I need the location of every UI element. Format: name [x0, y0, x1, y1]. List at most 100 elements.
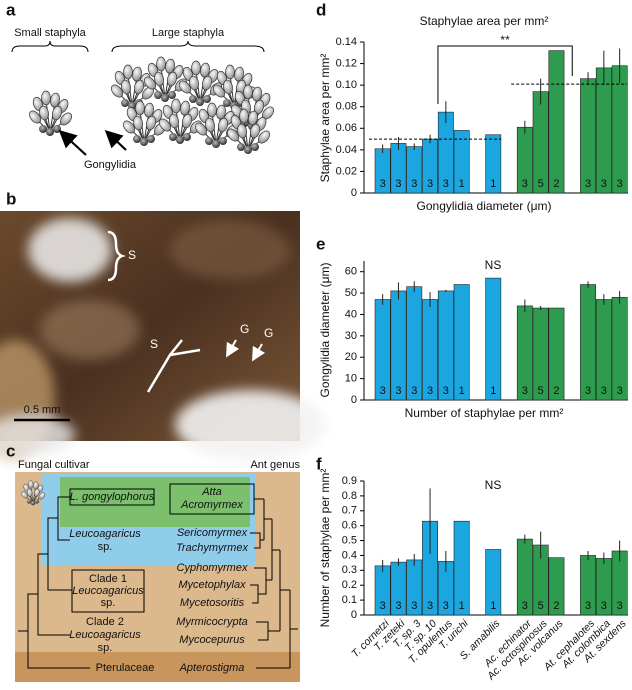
sample-size: 1 [459, 178, 465, 190]
bar [548, 50, 565, 194]
sample-size: 5 [538, 600, 544, 612]
bar [485, 277, 502, 401]
bar [548, 307, 565, 401]
ant-genus: Mycocepurus [179, 634, 245, 646]
bracket [146, 339, 201, 393]
y-tick-label: 0 [351, 187, 357, 199]
y-tick-label: 0.1 [342, 594, 357, 606]
y-axis-label: Gongylidia diameter (μm) [318, 263, 332, 398]
panel-letter: c [6, 441, 15, 460]
tree [250, 498, 298, 669]
bar [548, 557, 565, 616]
ant-genus: Atta [201, 486, 222, 498]
ant-genus: Cyphomyrmex [177, 562, 248, 574]
panel-letter: d [316, 0, 326, 19]
arrow [252, 343, 266, 362]
sample-size: 1 [490, 600, 496, 612]
significance-bracket [437, 45, 573, 104]
staphyla [176, 60, 225, 107]
header: Ant genus [250, 459, 300, 471]
cultivar: sp. [98, 642, 113, 654]
sample-size: 3 [411, 600, 417, 612]
annotation: NS [485, 478, 502, 492]
y-tick-label: 0.02 [336, 165, 357, 177]
header: Fungal cultivar [18, 459, 90, 471]
y-tick-label: 0.7 [342, 505, 357, 517]
photo-label: G [240, 322, 249, 336]
sample-size: 3 [617, 178, 623, 190]
y-tick-label: 30 [345, 330, 357, 342]
sample-size: 2 [553, 600, 559, 612]
photo-label: S [128, 248, 136, 262]
sample-size: 3 [380, 600, 386, 612]
sample-size: 2 [553, 385, 559, 397]
photo-label: S [150, 337, 158, 351]
y-tick-label: 20 [345, 351, 357, 363]
clade-highlight [60, 477, 250, 527]
cultivar: sp. [101, 597, 116, 609]
sample-size: 3 [443, 178, 449, 190]
label: Small staphyla [14, 27, 86, 39]
sample-size: 3 [585, 385, 591, 397]
cultivar: sp. [98, 541, 113, 553]
y-tick-label: 0.14 [336, 36, 357, 48]
y-tick-label: 0.2 [342, 579, 357, 591]
sample-size: 1 [459, 600, 465, 612]
ant-genus: Acromyrmex [180, 499, 243, 511]
bar [453, 520, 470, 616]
sample-size: 3 [427, 385, 433, 397]
cultivar: Clade 1 [89, 573, 127, 585]
y-tick-label: 0.9 [342, 475, 357, 487]
bar [406, 286, 423, 401]
ant-genus: Myrmicocrypta [176, 616, 248, 628]
sample-size: 3 [395, 178, 401, 190]
y-tick-label: 60 [345, 266, 357, 278]
sample-size: 3 [395, 600, 401, 612]
y-tick-label: 0.08 [336, 101, 357, 113]
sample-size: 1 [490, 178, 496, 190]
label: Gongylidia [84, 159, 137, 171]
background [15, 652, 300, 682]
staphyla [156, 98, 205, 145]
y-tick-label: 0.4 [342, 549, 357, 561]
panel-b: b S S G G 0.5 mm [0, 189, 325, 460]
sample-size: 3 [617, 385, 623, 397]
annotation: NS [485, 258, 502, 272]
y-tick-label: 0.10 [336, 79, 357, 91]
cultivar: Pterulaceae [96, 662, 155, 674]
box [71, 569, 145, 613]
cultivar: Leucoagaricus [72, 585, 144, 597]
sample-size: 3 [585, 178, 591, 190]
panel-a: a Small staphyla Large staphyla Gongylid… [6, 0, 277, 171]
brace [11, 40, 89, 53]
bar [580, 78, 597, 194]
y-axis-label: Staphylae area per mm² [318, 54, 332, 183]
bar [595, 67, 612, 194]
panel-c: c Fungal cultivar Ant genus L. gongyloph… [6, 441, 300, 682]
ant-genus: Trachymyrmex [176, 542, 248, 554]
bar [580, 284, 597, 401]
y-tick-label: 0 [351, 394, 357, 406]
y-tick-label: 10 [345, 373, 357, 385]
sample-size: 3 [380, 385, 386, 397]
sample-size: 3 [395, 385, 401, 397]
staphyla [26, 90, 75, 137]
y-tick-label: 0.8 [342, 490, 357, 502]
scale-bar-label: 0.5 mm [24, 404, 61, 416]
sample-size: 3 [411, 178, 417, 190]
brace [111, 40, 265, 53]
y-tick-label: 0.5 [342, 534, 357, 546]
bar [437, 290, 454, 401]
sample-size: 3 [617, 600, 623, 612]
cultivar: Clade 2 [86, 616, 124, 628]
sample-size: 3 [601, 385, 607, 397]
sample-size: 3 [522, 178, 528, 190]
sample-size: 1 [459, 385, 465, 397]
sample-size: 3 [427, 178, 433, 190]
panel-letter: a [6, 0, 16, 19]
y-tick-label: 0.04 [336, 144, 357, 156]
panel-letter: b [6, 189, 16, 208]
photo-texture [0, 218, 325, 460]
y-tick-label: 0.3 [342, 564, 357, 576]
